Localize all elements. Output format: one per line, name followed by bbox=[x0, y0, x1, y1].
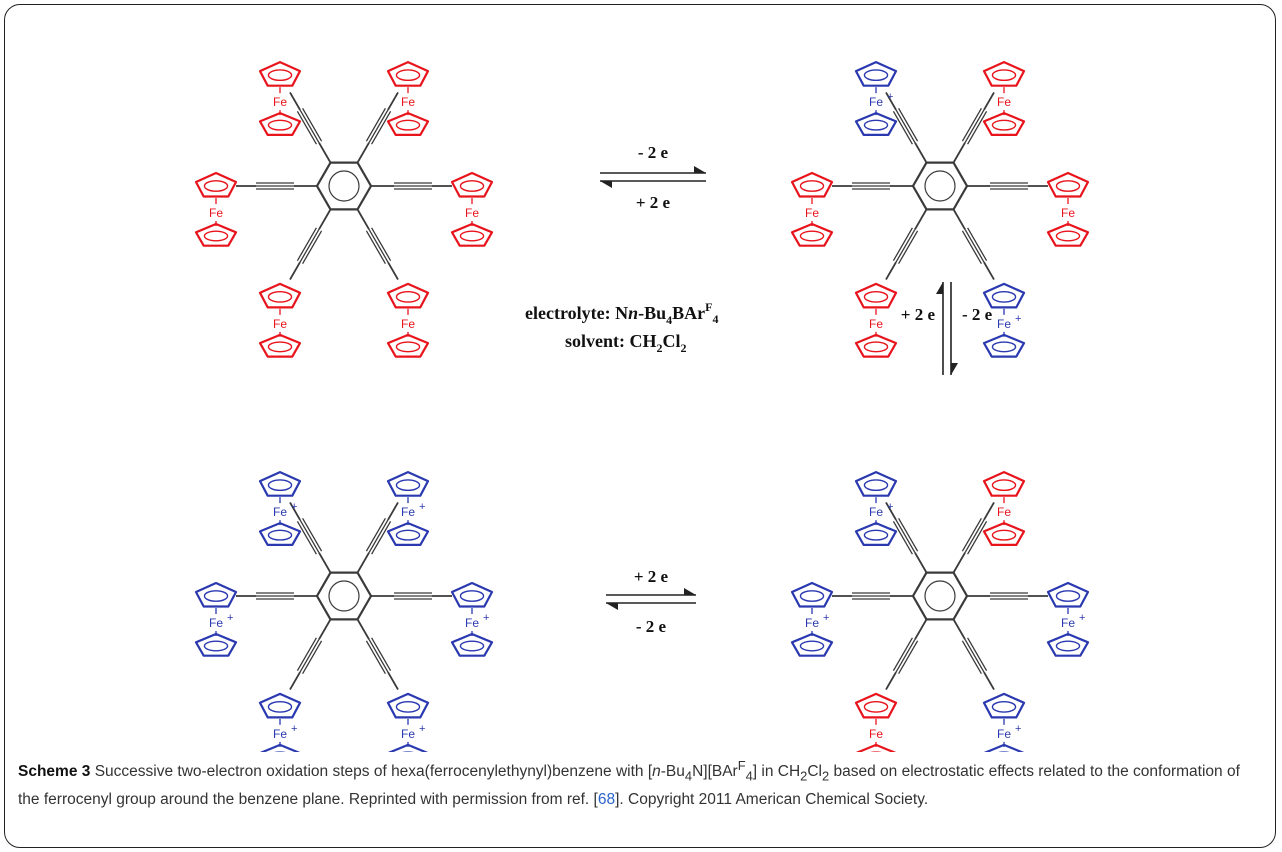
ferrocenyl-arm: Fe bbox=[854, 208, 928, 358]
caption-text: 2 bbox=[800, 768, 808, 784]
charge-label: + bbox=[823, 612, 829, 624]
ferrocenyl-arm: Fe bbox=[194, 171, 317, 247]
arrow-side-minus-label: - 2 e bbox=[962, 305, 993, 324]
electrolyte-label: electrolyte: Nn-Bu4BArF4 bbox=[525, 300, 718, 327]
ferrocenyl-arm: Fe + bbox=[952, 208, 1026, 358]
fe-atom-label: Fe bbox=[465, 616, 479, 630]
ferrocenyl-arm: Fe bbox=[258, 208, 332, 358]
fe-atom-label: Fe bbox=[209, 206, 223, 220]
ferrocenyl-arm: Fe bbox=[790, 171, 913, 247]
ferrocenyl-arm: Fe bbox=[356, 208, 430, 358]
ferrocenyl-arm: Fe + bbox=[258, 618, 332, 752]
charge-label: + bbox=[887, 91, 893, 103]
figure-caption: Scheme 3 Successive two-electron oxidati… bbox=[18, 754, 1263, 812]
caption-text: F bbox=[737, 758, 746, 773]
ferrocenyl-arm: Fe bbox=[967, 171, 1090, 247]
ferrocenyl-benzene-top-left: Fe Fe Fe Fe Fe Fe bbox=[194, 60, 494, 358]
ferrocenyl-arm: Fe bbox=[952, 60, 1026, 164]
ferrocenyl-arm: Fe bbox=[258, 60, 332, 164]
ferrocenyl-arm: Fe bbox=[854, 618, 928, 752]
arrow-top-reverse-label: + 2 e bbox=[636, 193, 671, 212]
charge-label: + bbox=[1079, 612, 1085, 624]
fe-atom-label: Fe bbox=[805, 616, 819, 630]
arrow-top-forward-label: - 2 e bbox=[638, 143, 669, 162]
charge-label: + bbox=[419, 501, 425, 513]
fe-atom-label: Fe bbox=[401, 95, 415, 109]
fe-atom-label: Fe bbox=[209, 616, 223, 630]
charge-label: + bbox=[419, 723, 425, 735]
reference-link[interactable]: 68 bbox=[597, 791, 616, 809]
benzene-ring bbox=[315, 571, 373, 621]
ferrocenyl-benzene-bottom-right: Fe Fe + Fe + Fe Fe + Fe + bbox=[790, 471, 1090, 752]
ferrocenyl-arm: Fe + bbox=[356, 618, 430, 752]
fe-atom-label: Fe bbox=[401, 727, 415, 741]
fe-atom-label: Fe bbox=[997, 727, 1011, 741]
reaction-conditions: electrolyte: Nn-Bu4BArF4 solvent: CH2Cl2 bbox=[525, 300, 718, 355]
ferrocenyl-arm: Fe + bbox=[967, 581, 1090, 657]
ferrocenyl-arm: Fe bbox=[371, 171, 494, 247]
charge-label: + bbox=[887, 501, 893, 513]
charge-label: + bbox=[1015, 313, 1021, 325]
fe-atom-label: Fe bbox=[997, 95, 1011, 109]
caption-text: based on electrostatic effects related t… bbox=[18, 763, 1240, 809]
ferrocenyl-arm: Fe + bbox=[258, 471, 332, 574]
charge-label: + bbox=[291, 723, 297, 735]
fe-atom-label: Fe bbox=[869, 505, 883, 519]
fe-atom-label: Fe bbox=[869, 317, 883, 331]
benzene-ring bbox=[315, 161, 373, 211]
ferrocenyl-arm: Fe bbox=[952, 471, 1026, 574]
fe-atom-label: Fe bbox=[1061, 206, 1075, 220]
caption-text: n bbox=[652, 763, 661, 781]
fe-atom-label: Fe bbox=[805, 206, 819, 220]
fe-atom-label: Fe bbox=[869, 727, 883, 741]
fe-atom-label: Fe bbox=[273, 95, 287, 109]
fe-atom-label: Fe bbox=[465, 206, 479, 220]
figure-frame bbox=[4, 4, 1276, 848]
fe-atom-label: Fe bbox=[273, 727, 287, 741]
caption-text: ] in CH bbox=[752, 763, 801, 781]
ferrocenyl-arm: Fe + bbox=[790, 581, 913, 657]
ferrocenyl-arm: Fe + bbox=[952, 618, 1026, 752]
arrow-bottom-reverse-label: - 2 e bbox=[636, 617, 667, 636]
fe-atom-label: Fe bbox=[1061, 616, 1075, 630]
ferrocenyl-arm: Fe + bbox=[371, 581, 494, 657]
equilibrium-arrow-side: + 2 e - 2 e bbox=[901, 282, 993, 375]
fe-atom-label: Fe bbox=[401, 505, 415, 519]
ferrocenyl-arm: Fe + bbox=[356, 471, 430, 574]
ferrocenyl-benzene-top-right: Fe Fe Fe + Fe Fe Fe + bbox=[790, 60, 1090, 358]
benzene-ring bbox=[911, 571, 969, 621]
charge-label: + bbox=[483, 612, 489, 624]
caption-text: 4 bbox=[684, 768, 693, 784]
ferrocenyl-arm: Fe + bbox=[854, 471, 928, 574]
ferrocenyl-arm: Fe bbox=[356, 60, 430, 164]
fe-atom-label: Fe bbox=[273, 505, 287, 519]
caption-text: N][BAr bbox=[692, 763, 738, 781]
solvent-label: solvent: CH2Cl2 bbox=[565, 331, 687, 355]
equilibrium-arrow-top: - 2 e + 2 e bbox=[600, 143, 706, 212]
charge-label: + bbox=[227, 612, 233, 624]
arrow-side-plus-label: + 2 e bbox=[901, 305, 936, 324]
ferrocenyl-arm: Fe + bbox=[854, 60, 928, 164]
caption-text: Successive two-electron oxidation steps … bbox=[90, 763, 653, 781]
caption-title: Scheme 3 bbox=[18, 763, 91, 781]
charge-label: + bbox=[1015, 723, 1021, 735]
caption-text: Cl bbox=[807, 763, 822, 781]
benzene-ring bbox=[911, 161, 969, 211]
fe-atom-label: Fe bbox=[997, 317, 1011, 331]
caption-text: -Bu bbox=[660, 763, 685, 781]
caption-text: 4 bbox=[745, 768, 753, 784]
caption-text: ]. Copyright 2011 American Chemical Soci… bbox=[615, 791, 929, 809]
fe-atom-label: Fe bbox=[401, 317, 415, 331]
fe-atom-label: Fe bbox=[997, 505, 1011, 519]
fe-atom-label: Fe bbox=[869, 95, 883, 109]
caption-text: 2 bbox=[822, 768, 830, 784]
ferrocenyl-arm: Fe + bbox=[194, 581, 317, 657]
fe-atom-label: Fe bbox=[273, 317, 287, 331]
equilibrium-arrow-bottom: + 2 e - 2 e bbox=[606, 567, 696, 636]
arrow-bottom-forward-label: + 2 e bbox=[634, 567, 669, 586]
charge-label: + bbox=[291, 501, 297, 513]
ferrocenyl-benzene-bottom-left: Fe + Fe + Fe + Fe + Fe + Fe + bbox=[194, 471, 494, 752]
